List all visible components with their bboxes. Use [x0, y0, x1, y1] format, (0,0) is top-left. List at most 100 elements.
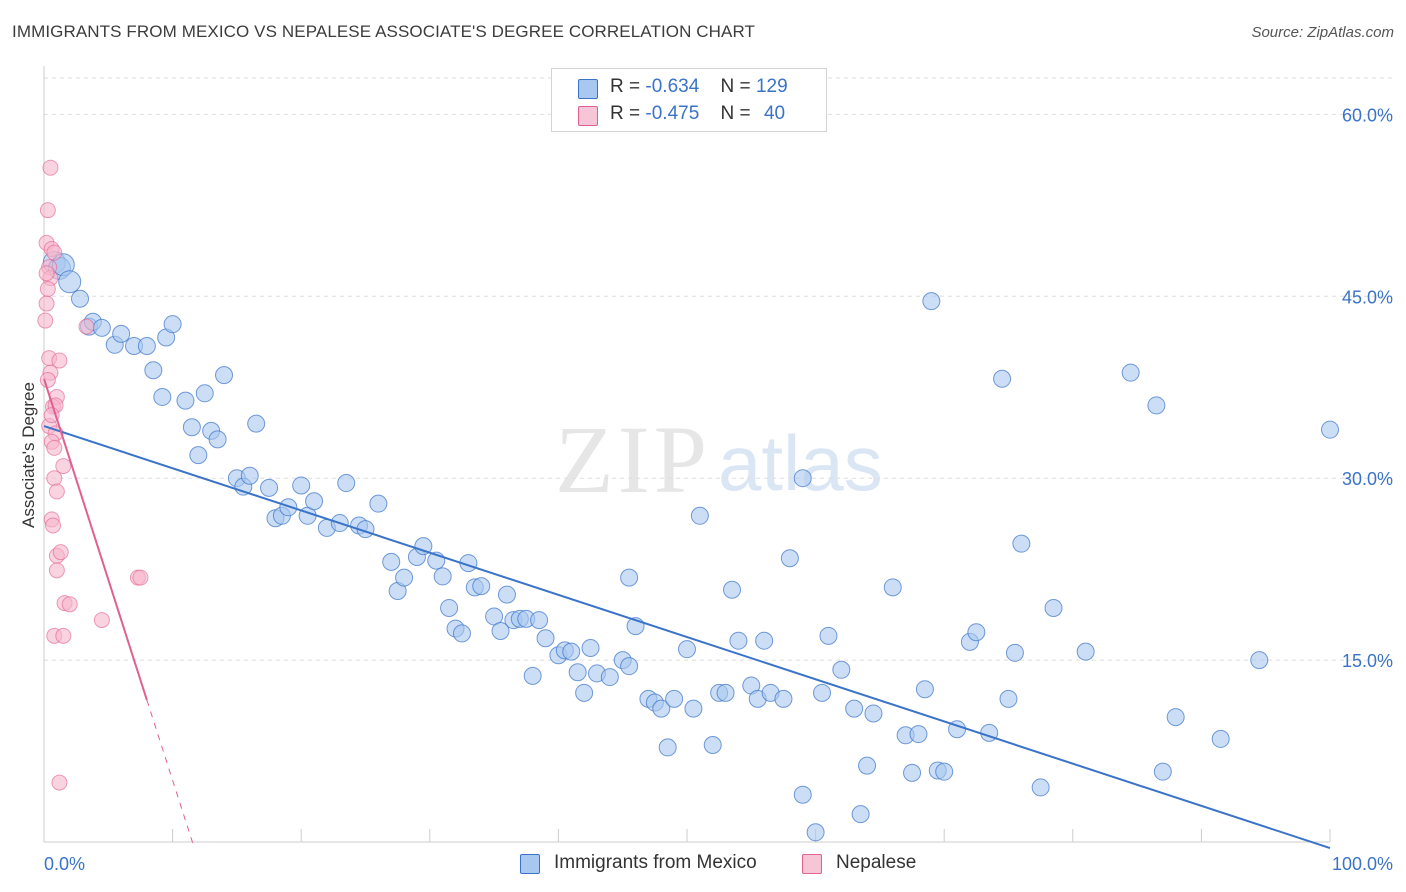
point-mexico	[922, 292, 941, 311]
point-mexico	[568, 663, 587, 682]
y-tick-label: 15.0%	[1342, 651, 1393, 671]
point-nepalese	[38, 265, 55, 282]
trend-lines	[43, 378, 1331, 850]
point-mexico	[523, 666, 542, 685]
point-mexico	[112, 324, 131, 343]
point-mexico	[729, 631, 748, 650]
point-mexico	[1147, 396, 1166, 415]
point-nepalese	[55, 458, 72, 475]
point-nepalese	[48, 562, 65, 579]
point-mexico	[684, 699, 703, 718]
point-mexico	[472, 577, 491, 596]
series-nepalese	[37, 159, 149, 791]
point-nepalese	[39, 371, 56, 388]
legend-n-value-mexico: 129	[755, 76, 788, 97]
point-mexico	[337, 474, 356, 493]
trend-line-mexico	[43, 425, 1331, 850]
point-mexico	[774, 689, 793, 708]
point-mexico	[703, 735, 722, 754]
bottom-legend-label-mexico: Immigrants from Mexico	[554, 852, 757, 873]
point-mexico	[903, 763, 922, 782]
point-mexico	[71, 289, 90, 308]
bottom-legend-mexico: Immigrants from Mexico	[520, 852, 757, 874]
bottom-legend-swatch-blue	[520, 854, 540, 874]
legend-r-label: R =	[610, 103, 641, 124]
point-mexico	[182, 418, 201, 437]
point-mexico	[195, 384, 214, 403]
point-nepalese	[93, 612, 110, 629]
point-mexico	[58, 270, 82, 294]
point-nepalese	[46, 244, 63, 261]
legend-n-label: N =	[720, 103, 751, 124]
trend-line-nepalese-extension	[146, 699, 194, 845]
point-mexico	[176, 391, 195, 410]
y-tick-label: 60.0%	[1342, 105, 1393, 125]
legend-r-value-nepalese: -0.475	[645, 103, 700, 124]
point-mexico	[1321, 420, 1339, 439]
point-mexico	[491, 621, 510, 640]
point-mexico	[845, 699, 864, 718]
point-mexico	[153, 387, 172, 406]
point-nepalese	[45, 517, 62, 534]
bottom-legend-label-nepalese: Nepalese	[836, 852, 917, 873]
point-nepalese	[46, 470, 63, 487]
point-nepalese	[51, 352, 68, 369]
point-nepalese	[39, 281, 56, 298]
point-mexico	[247, 414, 266, 433]
point-nepalese	[39, 202, 56, 219]
point-mexico	[144, 361, 163, 380]
point-mexico	[883, 578, 902, 597]
point-mexico	[92, 318, 111, 337]
point-nepalese	[51, 774, 68, 791]
point-mexico	[690, 506, 709, 525]
x-tick-label: 100.0%	[1332, 854, 1393, 874]
chart-title: IMMIGRANTS FROM MEXICO VS NEPALESE ASSOC…	[12, 22, 756, 41]
point-mexico	[665, 689, 684, 708]
point-mexico	[215, 366, 234, 385]
point-nepalese	[37, 312, 54, 329]
y-tick-label: 45.0%	[1342, 287, 1393, 307]
legend-swatch-pink	[578, 106, 598, 126]
legend-r-label: R =	[610, 76, 641, 97]
correlation-legend: R = -0.634 N = 129 R = -0.475 N = 40	[551, 68, 827, 132]
point-mexico	[260, 478, 279, 497]
point-mexico	[915, 680, 934, 699]
watermark-zip: ZIP	[555, 406, 711, 513]
watermark: ZIP atlas	[555, 406, 883, 513]
point-nepalese	[42, 159, 59, 176]
point-mexico	[530, 611, 549, 630]
point-nepalese	[132, 569, 149, 586]
legend-row-mexico: R = -0.634 N = 129	[578, 76, 788, 99]
point-mexico	[1044, 598, 1063, 617]
point-mexico	[433, 567, 452, 586]
point-mexico	[1005, 643, 1024, 662]
point-mexico	[620, 657, 639, 676]
trend-line-nepalese	[43, 378, 148, 701]
legend-n-label: N =	[720, 76, 751, 97]
point-mexico	[999, 689, 1018, 708]
point-mexico	[305, 492, 324, 511]
point-mexico	[208, 430, 227, 449]
point-nepalese	[61, 596, 78, 613]
point-mexico	[864, 704, 883, 723]
point-mexico	[279, 498, 298, 517]
point-mexico	[1211, 729, 1230, 748]
point-mexico	[1121, 363, 1140, 382]
point-mexico	[382, 552, 401, 571]
point-mexico	[793, 785, 812, 804]
point-mexico	[909, 725, 928, 744]
point-mexico	[163, 315, 182, 334]
point-mexico	[813, 683, 832, 702]
point-mexico	[851, 805, 870, 824]
point-mexico	[652, 699, 671, 718]
point-mexico	[137, 337, 156, 356]
point-mexico	[581, 638, 600, 657]
bottom-legend-nepalese: Nepalese	[802, 852, 916, 874]
point-mexico	[819, 626, 838, 645]
point-nepalese	[48, 483, 65, 500]
point-mexico	[575, 683, 594, 702]
point-mexico	[780, 549, 799, 568]
point-mexico	[806, 823, 825, 842]
y-axis-label: Associate's Degree	[19, 382, 38, 528]
point-mexico	[414, 537, 433, 556]
